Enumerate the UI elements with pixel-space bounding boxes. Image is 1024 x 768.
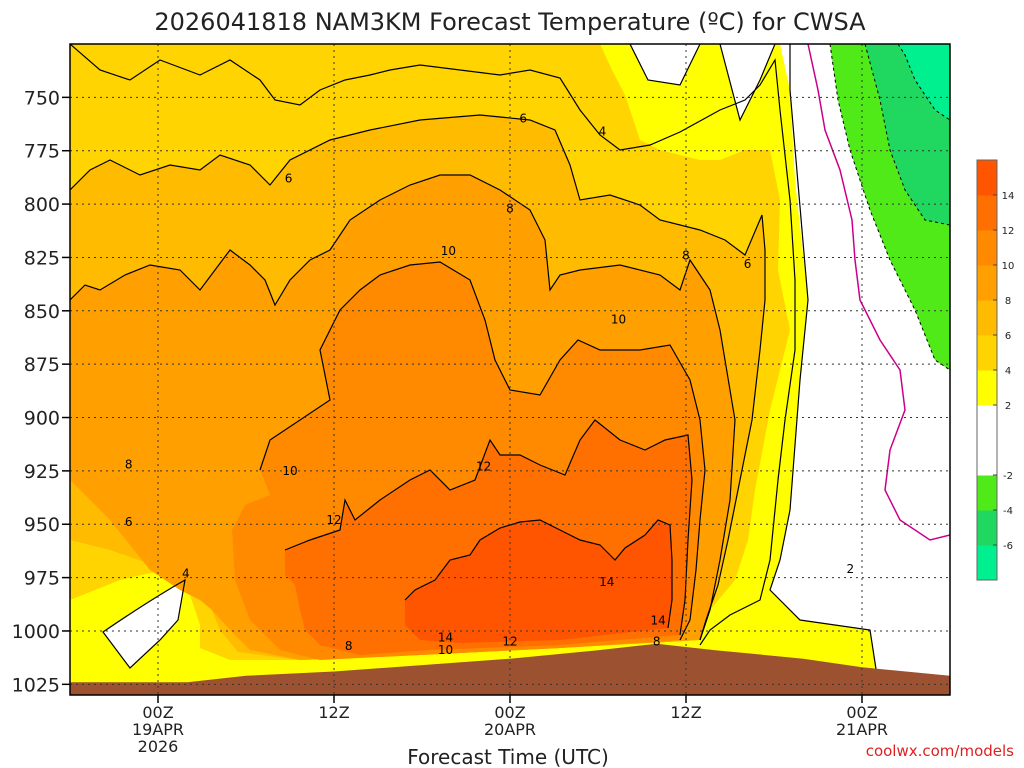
x-tick-label: 00Z <box>142 703 173 722</box>
y-tick-label: 825 <box>24 247 60 269</box>
y-tick-label: 975 <box>24 568 60 590</box>
y-tick-label: 1025 <box>12 674 60 696</box>
colorbar-tick-label: 6 <box>1005 331 1011 342</box>
x-tick-label: 20APR <box>484 720 536 739</box>
colorbar-swatch <box>977 440 997 476</box>
colorbar-tick-label: -2 <box>1003 471 1013 482</box>
contour-label: 12 <box>502 635 517 649</box>
band-neg-6-neg-8 <box>898 44 950 120</box>
colorbar-swatch <box>977 335 997 371</box>
contour-label: 8 <box>682 248 690 262</box>
colorbar-swatch <box>977 510 997 546</box>
colorbar-tick-label: -6 <box>1003 541 1013 552</box>
contour-label: 10 <box>441 244 456 258</box>
contour-neg-2 <box>829 44 950 371</box>
y-tick-label: 850 <box>24 301 60 323</box>
colorbar-tick-label: 14 <box>1002 191 1015 202</box>
contour-label: 12 <box>326 513 341 527</box>
contour-12 <box>284 419 693 636</box>
chart-title: 2026041818 NAM3KM Forecast Temperature (… <box>154 8 866 36</box>
colorbar-tick-label: 8 <box>1005 296 1011 307</box>
colorbar-swatch <box>977 370 997 406</box>
colorbar-tick-label: 12 <box>1002 226 1015 237</box>
contour-14 <box>404 519 673 629</box>
contour-neg-4 <box>864 44 950 226</box>
colorbar-swatch <box>977 300 997 336</box>
contour-label: 8 <box>653 635 661 649</box>
contour-label: 14 <box>599 575 614 589</box>
colorbar-tick-label: 10 <box>1002 261 1015 272</box>
x-axis-label: Forecast Time (UTC) <box>407 745 609 768</box>
colorbar: -6 -4 -2 2 4 6 8 10 12 14 <box>976 159 1015 581</box>
x-tick-label: 2026 <box>138 737 179 756</box>
x-tick-label: 12Z <box>670 703 701 722</box>
contour-label: 4 <box>182 566 190 580</box>
y-tick-label: 775 <box>24 141 60 163</box>
y-tick-label: 950 <box>24 514 60 536</box>
contour-neg-6 <box>897 44 950 121</box>
contour-label: 6 <box>125 515 133 529</box>
contour-label: 6 <box>519 112 527 126</box>
contour-label: 12 <box>476 460 491 474</box>
colorbar-tick-label: -4 <box>1003 506 1013 517</box>
x-tick-label: 00Z <box>494 703 525 722</box>
contour-10 <box>259 261 706 641</box>
colorbar-swatch <box>977 160 997 196</box>
contour-label: 2 <box>846 562 854 576</box>
colorbar-tick-label: 4 <box>1005 366 1011 377</box>
contour-labels: 6 4 6 8 10 8 6 10 8 10 12 6 12 4 14 2 14 14 8 10 12 8 <box>125 112 854 657</box>
colorbar-swatch <box>977 195 997 231</box>
contour-label: 14 <box>650 613 665 627</box>
contour-8 <box>70 174 736 641</box>
contour-label: 8 <box>345 639 353 653</box>
colorbar-swatch <box>977 230 997 266</box>
contour-lines <box>70 44 881 695</box>
grid-lines <box>70 44 950 695</box>
colorbar-swatch <box>977 405 997 441</box>
x-tick-label: 12Z <box>318 703 349 722</box>
y-axis: 750 775 800 825 850 875 900 925 950 975 1000 1025 <box>12 87 70 696</box>
colorbar-tick-label: 2 <box>1005 401 1011 412</box>
contour-label: 4 <box>599 125 607 139</box>
contour-2 <box>102 44 881 695</box>
colorbar-swatch <box>977 545 997 581</box>
contour-0 <box>807 44 950 541</box>
contour-4 <box>70 44 796 646</box>
contour-label: 10 <box>611 312 626 326</box>
colorbar-swatch <box>977 265 997 301</box>
negative-contours <box>829 44 950 371</box>
contour-label: 8 <box>125 457 133 471</box>
y-tick-label: 750 <box>24 87 60 109</box>
contour-label: 10 <box>438 643 453 657</box>
contour-6 <box>70 114 766 641</box>
colorbar-swatch <box>977 475 997 511</box>
contour-label: 6 <box>285 171 293 185</box>
y-tick-label: 875 <box>24 354 60 376</box>
contour-label: 14 <box>438 630 453 644</box>
x-tick-label: 21APR <box>836 720 888 739</box>
contour-label: 6 <box>744 257 752 271</box>
x-tick-label: 00Z <box>846 703 877 722</box>
y-tick-label: 800 <box>24 194 60 216</box>
y-tick-label: 900 <box>24 408 60 430</box>
credit-text: coolwx.com/models <box>866 742 1014 760</box>
contour-label: 8 <box>506 201 514 215</box>
temperature-field: 6 4 6 8 10 8 6 10 8 10 12 6 12 4 14 2 14 14 8 10 12 8 <box>70 44 950 695</box>
x-tick-label: 19APR <box>132 720 184 739</box>
contour-label: 10 <box>282 464 297 478</box>
y-tick-label: 1000 <box>12 621 60 643</box>
y-tick-label: 925 <box>24 461 60 483</box>
